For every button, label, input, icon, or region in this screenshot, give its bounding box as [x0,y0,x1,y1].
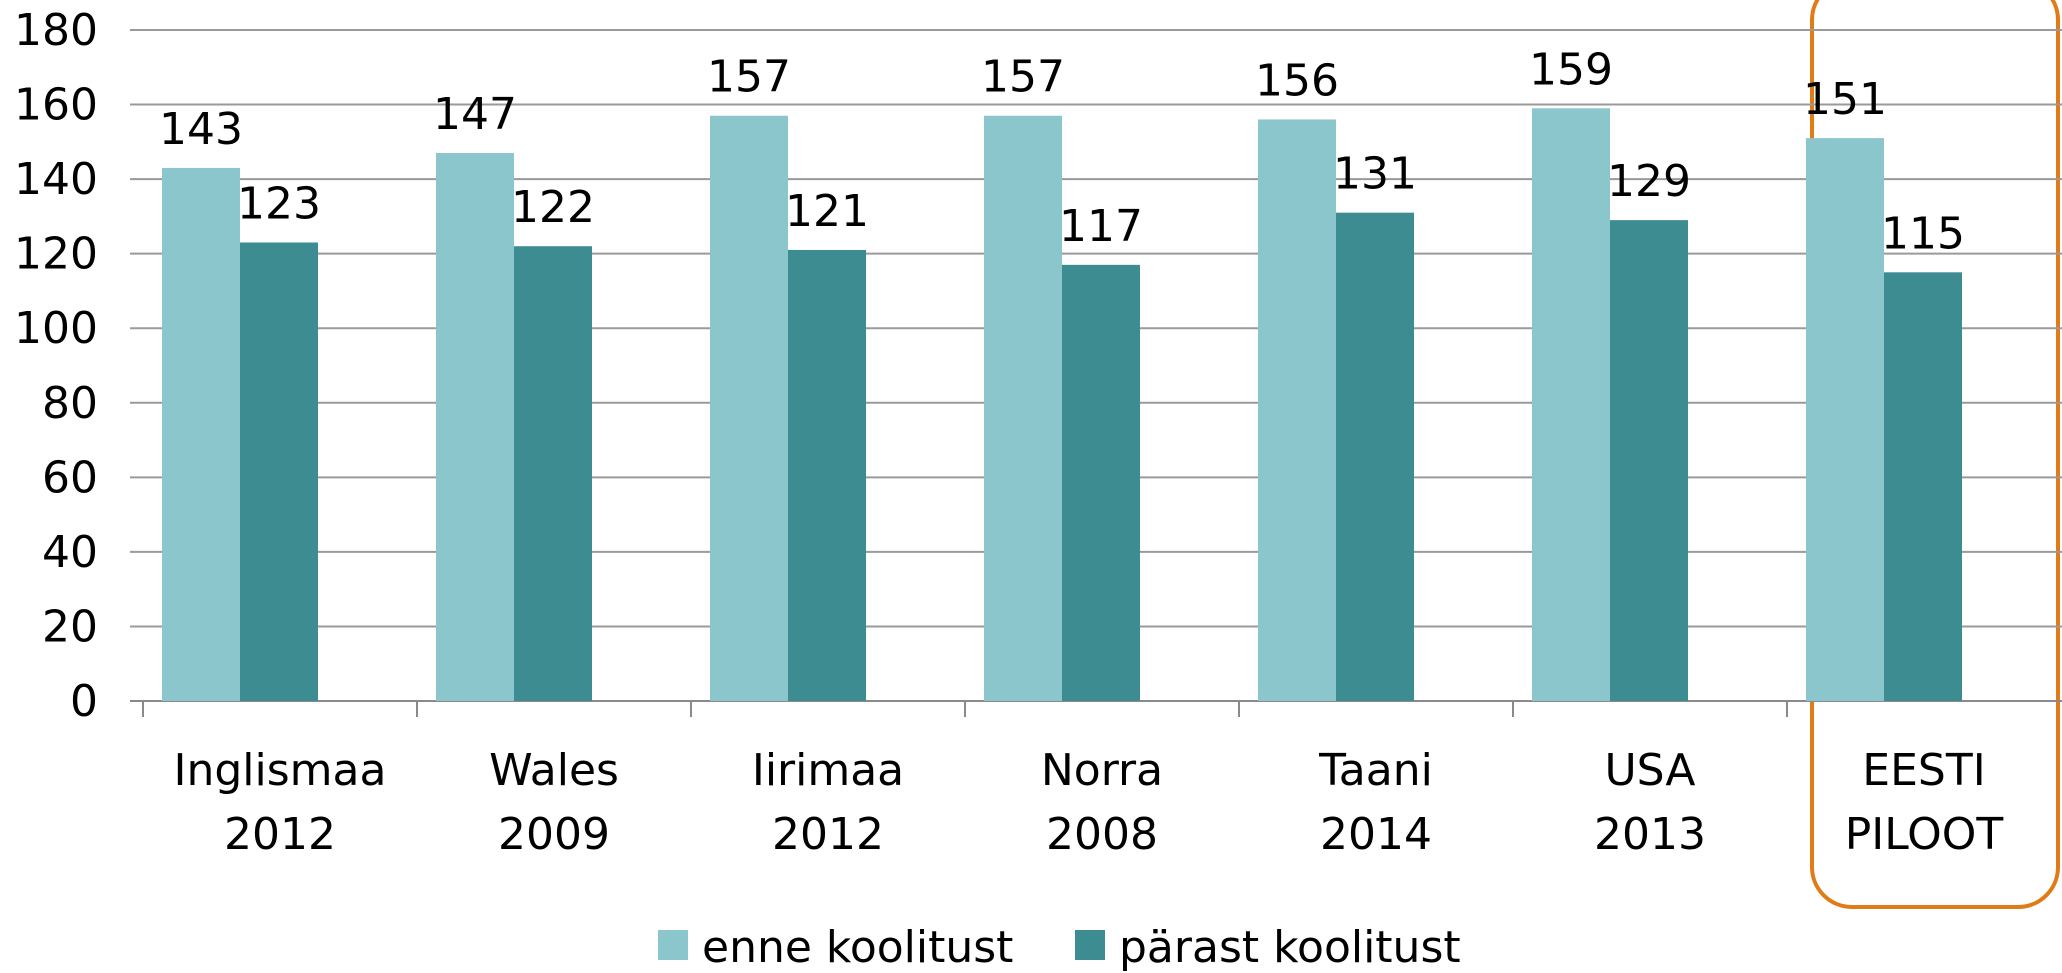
y-tick-label: 20 [42,601,98,652]
x-tick-label: Iirimaa 2012 [752,745,904,860]
bar [514,246,592,701]
bar [1610,220,1688,701]
bar [710,115,788,701]
legend-swatch [1075,930,1105,960]
y-tick-label: 140 [14,154,98,205]
x-tick-label: Inglismaa 2012 [174,745,387,860]
data-label: 159 [1529,44,1613,95]
data-label: 121 [785,186,869,237]
y-tick-label: 60 [42,452,98,503]
data-label: 143 [159,104,243,155]
y-tick-label: 80 [42,378,98,429]
bar [1258,119,1336,701]
data-label: 156 [1255,55,1339,106]
x-tick-label: EESTI PILOOT [1845,745,2004,860]
y-tick-label: 40 [42,527,98,578]
data-label: 122 [511,182,595,233]
data-label: 157 [981,52,1065,103]
y-tick-label: 100 [14,303,98,354]
bar [1884,272,1962,701]
bar [162,167,240,701]
x-tick-label: Taani 2014 [1318,745,1433,860]
data-label: 147 [433,89,517,140]
bar [1532,108,1610,702]
legend-swatch [658,930,688,960]
y-tick-label: 180 [14,5,98,56]
data-label: 129 [1607,156,1691,207]
bar [1806,138,1884,701]
bar [436,153,514,701]
data-label: 131 [1333,149,1417,200]
bar [788,249,866,701]
data-label: 157 [707,52,791,103]
y-tick-label: 0 [70,676,98,727]
y-tick-label: 120 [14,229,98,280]
legend-label: pärast koolitust [1119,922,1461,973]
bar [240,242,318,701]
data-label: 117 [1059,201,1143,252]
data-label: 115 [1881,208,1965,259]
legend-label: enne koolitust [702,922,1013,973]
bar [984,115,1062,701]
bar [1336,212,1414,701]
data-label: 151 [1803,74,1887,125]
x-tick-label: Wales 2009 [489,745,619,860]
bar [1062,264,1140,701]
y-tick-label: 160 [14,80,98,131]
x-tick-label: Norra 2008 [1041,745,1163,860]
x-tick-label: USA 2013 [1594,745,1706,860]
data-label: 123 [237,178,321,229]
